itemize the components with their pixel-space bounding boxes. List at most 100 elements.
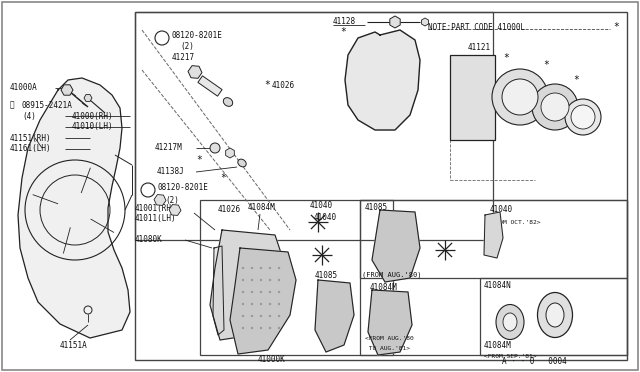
Circle shape — [278, 279, 280, 281]
Text: 41084N: 41084N — [484, 280, 512, 289]
Text: 08120-8201E: 08120-8201E — [158, 183, 209, 192]
Bar — [360, 200, 627, 278]
Circle shape — [251, 315, 253, 317]
Text: *: * — [196, 155, 202, 165]
Circle shape — [269, 315, 271, 317]
Circle shape — [260, 267, 262, 269]
Text: 41080K: 41080K — [135, 235, 163, 244]
Circle shape — [502, 79, 538, 115]
Circle shape — [260, 303, 262, 305]
Polygon shape — [484, 212, 503, 258]
Circle shape — [269, 291, 271, 293]
Text: 41010(LH): 41010(LH) — [72, 122, 114, 131]
Circle shape — [278, 327, 280, 329]
Bar — [450, 55, 495, 140]
Bar — [200, 200, 393, 355]
Bar — [135, 12, 493, 240]
Text: 41084M: 41084M — [484, 340, 512, 350]
Circle shape — [565, 99, 601, 135]
Circle shape — [242, 291, 244, 293]
Text: 41085: 41085 — [365, 202, 388, 212]
Text: 41121: 41121 — [468, 42, 491, 51]
Text: 41000(RH): 41000(RH) — [72, 112, 114, 121]
Text: (2): (2) — [180, 42, 194, 51]
Text: 41000K: 41000K — [258, 356, 285, 365]
Polygon shape — [345, 30, 420, 130]
Polygon shape — [368, 290, 412, 355]
Text: (FROM AUG.'80): (FROM AUG.'80) — [362, 272, 422, 278]
Circle shape — [269, 303, 271, 305]
Circle shape — [210, 143, 220, 153]
Text: 41217: 41217 — [172, 52, 195, 61]
Text: 41085: 41085 — [315, 270, 338, 279]
Text: 41084M: 41084M — [248, 203, 276, 212]
Text: NOTE:PART CODE 41000L: NOTE:PART CODE 41000L — [428, 22, 525, 32]
Polygon shape — [210, 230, 285, 340]
Polygon shape — [198, 76, 222, 96]
Text: 41151(RH): 41151(RH) — [10, 134, 52, 142]
Circle shape — [278, 291, 280, 293]
Text: 41011(LH): 41011(LH) — [135, 215, 177, 224]
Text: 41138J: 41138J — [157, 167, 185, 176]
Circle shape — [155, 31, 169, 45]
Text: *: * — [220, 173, 226, 183]
Circle shape — [260, 315, 262, 317]
Text: TO AUG.'81>: TO AUG.'81> — [365, 346, 410, 350]
Text: (4): (4) — [22, 112, 36, 121]
Circle shape — [242, 315, 244, 317]
Text: 41000A: 41000A — [10, 83, 38, 93]
Bar — [480, 278, 627, 355]
Text: 41040: 41040 — [310, 201, 333, 209]
Circle shape — [251, 327, 253, 329]
Text: <FROM AUG.'80: <FROM AUG.'80 — [365, 336, 413, 340]
Ellipse shape — [238, 159, 246, 167]
Circle shape — [269, 279, 271, 281]
Text: *: * — [340, 27, 346, 37]
Bar — [360, 200, 627, 355]
Circle shape — [532, 84, 578, 130]
Polygon shape — [230, 248, 296, 354]
Text: 41217M: 41217M — [155, 144, 183, 153]
Circle shape — [242, 267, 244, 269]
Ellipse shape — [496, 305, 524, 340]
Text: <FROM SEP.'81>: <FROM SEP.'81> — [484, 353, 536, 359]
Text: <FROM OCT.'82>: <FROM OCT.'82> — [488, 219, 541, 224]
Text: *: * — [573, 75, 579, 85]
Ellipse shape — [223, 97, 233, 106]
Text: 41161(LH): 41161(LH) — [10, 144, 52, 154]
Circle shape — [251, 303, 253, 305]
Text: B: B — [143, 187, 147, 193]
Text: 41001(RH): 41001(RH) — [135, 203, 177, 212]
Text: 41026: 41026 — [218, 205, 241, 215]
Polygon shape — [315, 280, 354, 352]
Text: 41128: 41128 — [333, 17, 356, 26]
Circle shape — [260, 291, 262, 293]
Text: B: B — [157, 35, 161, 41]
Polygon shape — [18, 78, 130, 338]
Text: 41151A: 41151A — [60, 340, 88, 350]
Text: *: * — [543, 60, 549, 70]
Circle shape — [251, 279, 253, 281]
Text: 08120-8201E: 08120-8201E — [172, 31, 223, 39]
Circle shape — [141, 183, 155, 197]
Circle shape — [492, 69, 548, 125]
Circle shape — [269, 327, 271, 329]
Circle shape — [269, 267, 271, 269]
Circle shape — [242, 327, 244, 329]
Text: 41040: 41040 — [314, 214, 337, 222]
Ellipse shape — [538, 292, 573, 337]
Circle shape — [242, 279, 244, 281]
Circle shape — [260, 279, 262, 281]
Ellipse shape — [546, 303, 564, 327]
Text: *: * — [264, 80, 270, 90]
Circle shape — [242, 303, 244, 305]
Text: 41084M: 41084M — [370, 282, 397, 292]
Circle shape — [278, 303, 280, 305]
Text: *: * — [503, 53, 509, 63]
Text: *: * — [613, 22, 619, 32]
Circle shape — [251, 267, 253, 269]
Ellipse shape — [503, 313, 517, 331]
Circle shape — [260, 327, 262, 329]
Polygon shape — [372, 210, 420, 282]
Text: Ⓥ: Ⓥ — [10, 100, 15, 109]
